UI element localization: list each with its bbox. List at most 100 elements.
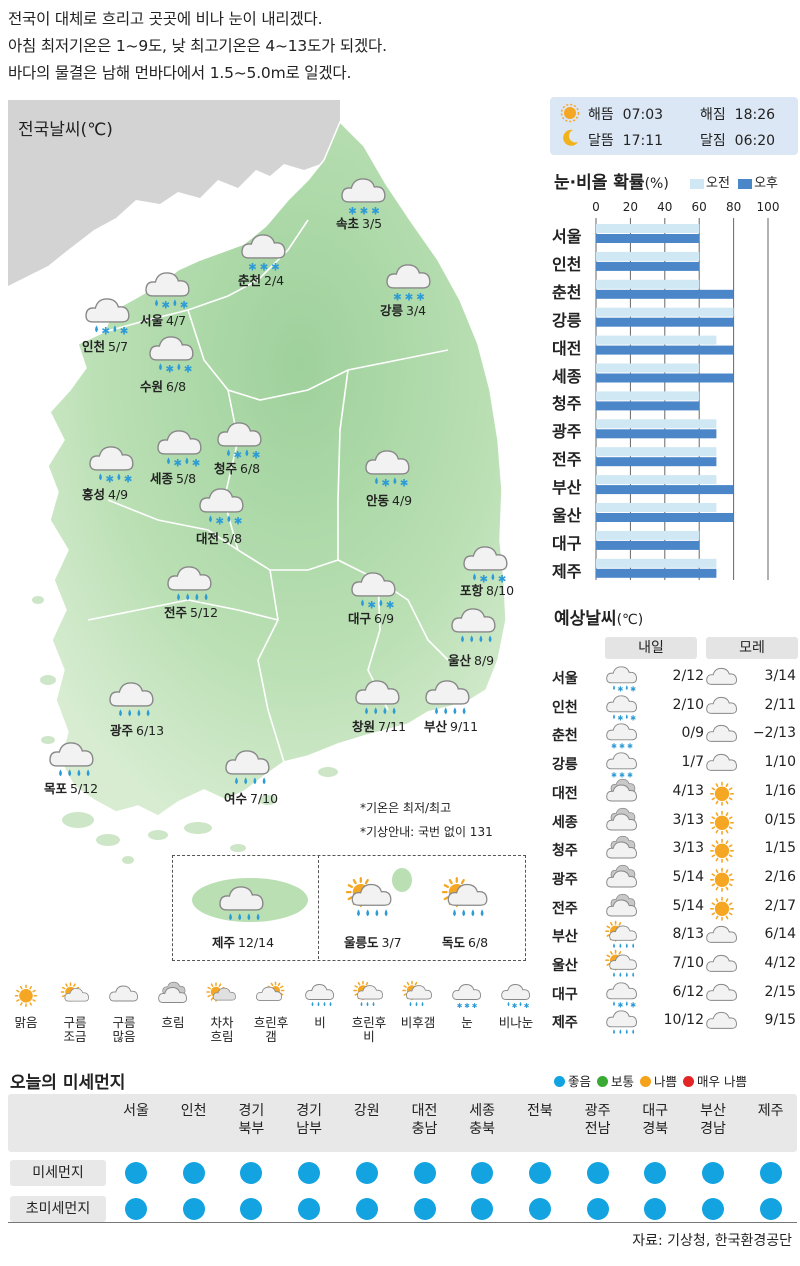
forecast-row: 대구 ✱ ✱ 6/12 2/15 — [552, 982, 798, 1010]
rain-snow-icon: ✱ ✱ — [199, 488, 244, 528]
forecast-temp-day1: 3/13 — [672, 811, 704, 828]
legend-label: 흐린후 갬 — [253, 1015, 289, 1044]
forecast-temp-day2: 0/15 — [764, 811, 796, 828]
city-weather-icon — [422, 674, 474, 724]
city-temp: 6/8 — [240, 461, 261, 476]
dust-legend-dot — [554, 1076, 565, 1087]
forecast-icon-day2 — [704, 1006, 740, 1042]
bar-pm — [596, 568, 717, 578]
city-label: 춘천 2/4 — [238, 270, 284, 289]
bar-pm — [596, 401, 700, 411]
rain-snow-icon: ✱ ✱ — [351, 572, 396, 612]
svg-text:✱: ✱ — [124, 474, 133, 486]
island-name: 제주 — [212, 935, 236, 950]
legend-swatch-pm — [738, 178, 753, 189]
city-temp: 9/11 — [450, 719, 479, 734]
dust-level-dot — [355, 1162, 378, 1184]
axis-tick-label: 100 — [756, 200, 780, 214]
snow-icon: ✱ ✱ ✱ — [606, 752, 637, 780]
city-weather-icon — [106, 676, 158, 726]
forecast-icon-day1 — [604, 777, 640, 813]
category-label: 세종 — [552, 366, 582, 386]
category-label: 울산 — [552, 506, 582, 525]
dust-level-dot — [298, 1198, 321, 1220]
dust-level-dot — [471, 1162, 494, 1184]
category-label: 대구 — [552, 533, 582, 553]
city-label: 서울 4/7 — [140, 310, 186, 329]
city-name: 서울 — [140, 313, 164, 328]
rain-snow-icon: ✱ ✱ — [89, 446, 134, 486]
city-name: 강릉 — [380, 303, 404, 318]
forecast-temp-day1: 8/13 — [672, 926, 704, 943]
cloudy-icon — [706, 926, 737, 944]
rain-icon — [49, 742, 94, 777]
forecast-city: 대구 — [552, 986, 578, 1003]
svg-text:✱: ✱ — [215, 516, 224, 528]
forecast-city: 울산 — [552, 958, 578, 974]
overcast-icon — [606, 778, 637, 802]
forecast-icon-day1: ✱ ✱ ✱ — [604, 748, 640, 784]
sunny-icon — [710, 810, 734, 835]
svg-text:✱: ✱ — [464, 1002, 470, 1010]
dust-legend-item: 나쁨 — [634, 1074, 677, 1089]
dust-legend-item: 좋음 — [548, 1074, 591, 1089]
dust-level-dot — [413, 1198, 436, 1220]
city-name: 광주 — [110, 723, 134, 738]
city-temp: 6/13 — [136, 723, 165, 738]
city-temp: 5/12 — [70, 781, 99, 796]
rain-icon — [606, 1010, 637, 1035]
legend-item: 흐린후 갬 — [247, 980, 295, 1044]
forecast-city: 대전 — [552, 785, 578, 802]
forecast-icon-day1 — [604, 892, 640, 928]
forecast-city: 광주 — [552, 871, 578, 888]
city-label: 전주 5/12 — [164, 602, 218, 621]
forecast-temp-day2: 2/16 — [764, 868, 796, 885]
sunrise-label: 해뜸 — [588, 107, 614, 123]
dust-level-dot — [125, 1198, 147, 1220]
island-box — [172, 855, 526, 961]
sunrise-time: 07:03 — [622, 107, 664, 123]
city-weather-icon: ✱ ✱ ✱ — [383, 258, 435, 308]
svg-text:✱: ✱ — [234, 516, 243, 528]
rain-icon — [355, 680, 400, 715]
snow-icon: ✱ ✱ ✱ — [241, 234, 286, 274]
city-temp: 3/4 — [406, 303, 427, 318]
dust-level-dot — [528, 1198, 551, 1220]
forecast-title-text: 예상날씨 — [554, 609, 617, 629]
dust-level-dot — [182, 1162, 205, 1184]
bar-am — [596, 475, 717, 485]
cloudy-then-rain-icon — [353, 980, 383, 1007]
forecast-day2-header: 모레 — [706, 637, 798, 659]
city-name: 홍성 — [82, 487, 106, 502]
bar-am — [596, 530, 700, 540]
svg-text:✱: ✱ — [416, 292, 425, 304]
island-label: 울릉도 3/7 — [344, 932, 402, 951]
forecast-icon-day2 — [704, 863, 740, 899]
note-line: *기온은 최저/최고 — [360, 801, 452, 815]
svg-text:✱: ✱ — [105, 474, 114, 486]
gradually-cloudy-icon — [206, 982, 236, 1002]
axis-tick-label: 40 — [657, 200, 673, 214]
svg-text:✱: ✱ — [627, 742, 633, 751]
precip-chart — [595, 218, 769, 580]
svg-text:✱: ✱ — [630, 713, 636, 722]
legend-am: 오전 — [706, 176, 730, 191]
dust-level-dot — [759, 1162, 782, 1184]
city-name: 수원 — [140, 379, 164, 394]
city-weather-icon: ✱ ✱ — [154, 424, 206, 474]
legend-item: ✱ ✱ 비나눈 — [492, 980, 540, 1030]
category-label: 전주 — [552, 450, 582, 470]
precip-title-text: 눈·비올 확률 — [554, 173, 645, 193]
svg-text:✱: ✱ — [192, 458, 201, 470]
city-weather-icon: ✱ ✱ — [142, 266, 194, 316]
forecast-icon-day1 — [604, 863, 640, 899]
sunny-icon — [710, 781, 734, 806]
forecast-title: 예상날씨(℃) — [554, 604, 643, 629]
dust-legend-label: 좋음 — [568, 1074, 592, 1089]
snow-icon: ✱ ✱ ✱ — [341, 178, 386, 218]
rain-icon — [219, 886, 264, 921]
island-label: 제주 12/14 — [212, 932, 274, 951]
sunny-icon — [710, 896, 734, 921]
dust-title: 오늘의 미세먼지 — [10, 1073, 126, 1093]
island-temp: 3/7 — [381, 935, 402, 950]
